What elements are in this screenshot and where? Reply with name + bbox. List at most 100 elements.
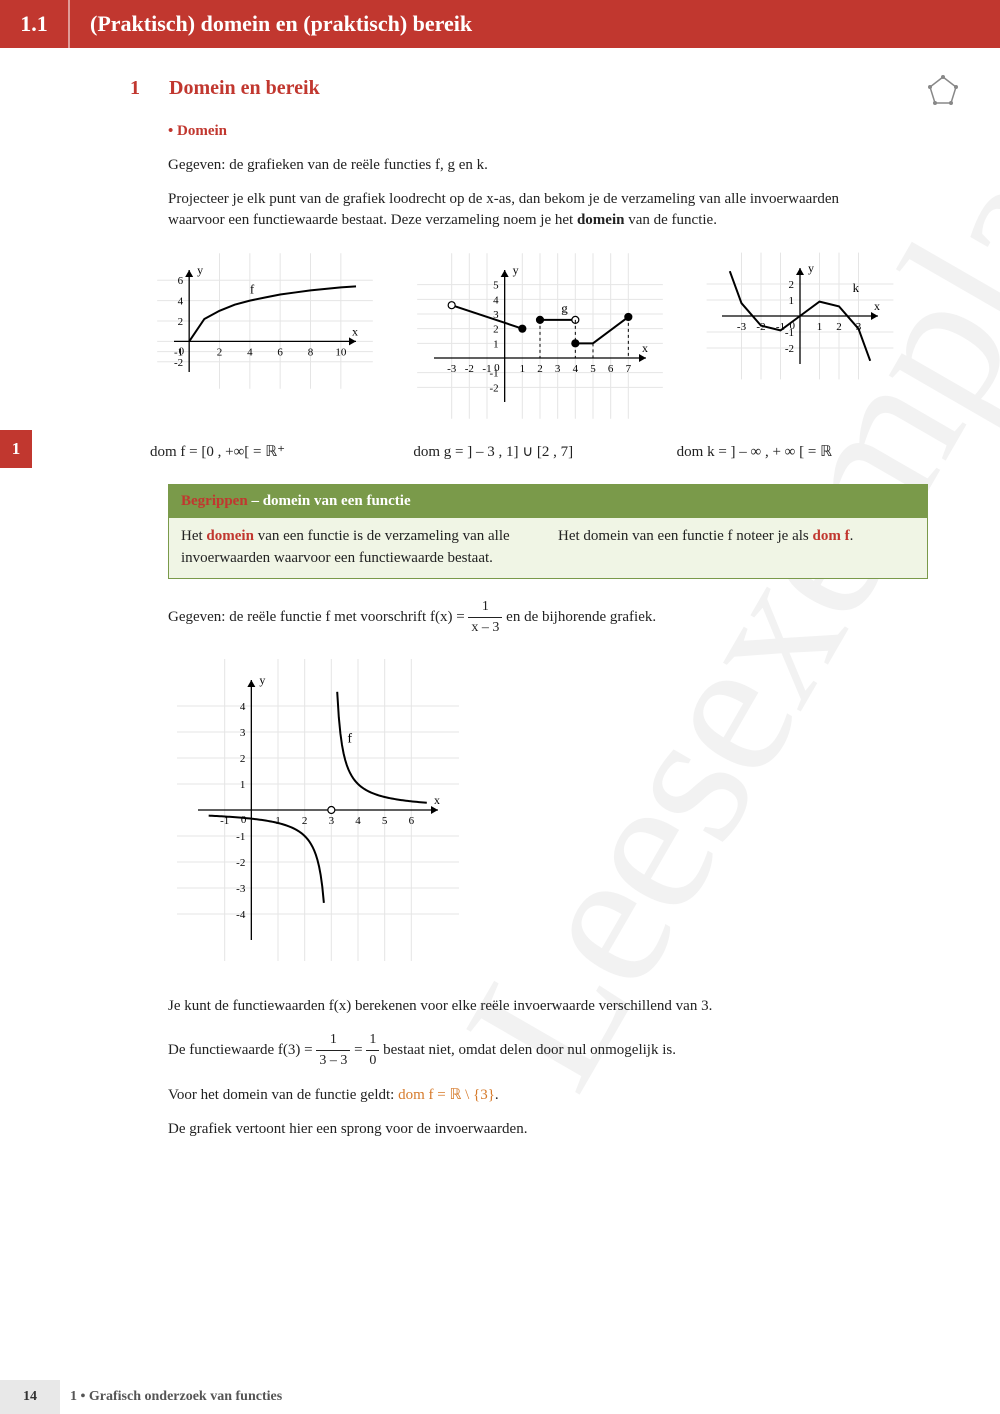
g2-post: en de bijhorende grafiek. — [506, 609, 656, 625]
svg-text:1: 1 — [520, 363, 526, 375]
svg-text:1: 1 — [817, 321, 823, 333]
svg-text:x: x — [352, 324, 358, 338]
svg-text:1: 1 — [240, 779, 246, 791]
svg-text:1: 1 — [275, 815, 281, 827]
svg-text:2: 2 — [302, 815, 308, 827]
svg-text:y: y — [259, 673, 265, 687]
concept-head-red: Begrippen — [181, 493, 248, 509]
svg-text:2: 2 — [178, 316, 184, 328]
svg-text:x: x — [434, 793, 440, 807]
svg-text:0: 0 — [179, 345, 185, 357]
svg-text:k: k — [853, 280, 860, 295]
a2-mid: = — [354, 1042, 366, 1058]
chart-k: -3-2-1123-2-1120yxk — [700, 246, 900, 434]
bullet-domein: Domein — [168, 121, 940, 143]
after-para-2: De functiewaarde f(3) = 1 3 – 3 = 1 0 be… — [168, 1030, 888, 1072]
fraction-1-over-3-3: 1 3 – 3 — [316, 1030, 350, 1072]
svg-text:x: x — [874, 299, 880, 313]
svg-text:-4: -4 — [236, 909, 246, 921]
svg-text:2: 2 — [493, 324, 499, 336]
svg-text:5: 5 — [382, 815, 388, 827]
svg-text:1: 1 — [789, 295, 795, 307]
chapter-header: 1.1 (Praktisch) domein en (praktisch) be… — [0, 0, 1000, 48]
chart-captions: dom f = [0 , +∞[ = ℝ⁺ dom g = ] – 3 , 1]… — [150, 442, 940, 464]
cl-hl: domein — [206, 528, 254, 544]
concept-head-rest: – domein van een functie — [248, 493, 411, 509]
chart-hyperbola: -1123456-4-3-2-112340yxf — [168, 650, 940, 978]
svg-text:4: 4 — [247, 346, 253, 358]
f2d: 0 — [366, 1051, 379, 1071]
svg-text:f: f — [347, 732, 352, 747]
svg-text:5: 5 — [590, 363, 596, 375]
svg-text:3: 3 — [240, 727, 246, 739]
chapter-title: (Praktisch) domein en (praktisch) bereik — [70, 8, 472, 40]
svg-text:0: 0 — [494, 362, 500, 374]
page-content: 1 Domein en bereik Domein Gegeven: de gr… — [0, 48, 1000, 1141]
svg-text:f: f — [250, 281, 255, 296]
a3-pre: Voor het domein van de functie geldt: — [168, 1087, 398, 1103]
svg-text:-2: -2 — [785, 343, 794, 355]
svg-text:-3: -3 — [447, 363, 457, 375]
svg-text:-2: -2 — [489, 382, 498, 394]
a3-post: . — [495, 1087, 499, 1103]
caption-g: dom g = ] – 3 , 1] ∪ [2 , 7] — [413, 442, 676, 464]
frac-num: 1 — [468, 597, 502, 618]
intro-line: Gegeven: de grafieken van de reële funct… — [168, 155, 888, 177]
svg-text:g: g — [561, 301, 568, 316]
svg-text:-2: -2 — [236, 857, 245, 869]
svg-text:-1: -1 — [236, 831, 245, 843]
caption-f: dom f = [0 , +∞[ = ℝ⁺ — [150, 442, 413, 464]
subsection-title-text: Domein en bereik — [169, 77, 320, 99]
subsection-number: 1 — [130, 74, 164, 103]
after-para-3: Voor het domein van de functie geldt: do… — [168, 1085, 888, 1107]
concept-body: Het domein van een functie is de verzame… — [169, 518, 927, 578]
charts-row-1: 246810-2-12460yxf -3-2-11234567-2-112345… — [150, 246, 940, 434]
svg-text:4: 4 — [240, 701, 246, 713]
svg-text:6: 6 — [608, 363, 614, 375]
after-para-1: Je kunt de functiewaarden f(x) berekenen… — [168, 996, 888, 1018]
f1n: 1 — [316, 1030, 350, 1051]
g2-pre: Gegeven: de reële functie f met voorschr… — [168, 609, 468, 625]
svg-text:5: 5 — [493, 280, 499, 292]
intro-paragraph: Projecteer je elk punt van de grafiek lo… — [168, 189, 888, 233]
a3-hl: dom f = ℝ \ {3} — [398, 1087, 495, 1103]
given-2: Gegeven: de reële functie f met voorschr… — [168, 597, 888, 639]
f2n: 1 — [366, 1030, 379, 1051]
svg-text:6: 6 — [178, 275, 184, 287]
svg-text:3: 3 — [555, 363, 561, 375]
cl-pre: Het — [181, 528, 206, 544]
svg-text:y: y — [197, 263, 203, 277]
svg-text:2: 2 — [789, 279, 795, 291]
intro-tail: van de functie. — [624, 212, 716, 228]
svg-text:6: 6 — [277, 346, 283, 358]
svg-text:2: 2 — [240, 753, 246, 765]
concept-right: Het domein van een functie f noteer je a… — [558, 526, 915, 570]
subsection-title: 1 Domein en bereik — [130, 74, 940, 103]
svg-text:10: 10 — [335, 346, 347, 358]
fraction-1-over-0: 1 0 — [366, 1030, 379, 1072]
svg-text:7: 7 — [626, 363, 632, 375]
svg-text:4: 4 — [573, 363, 579, 375]
cr-pre: Het domein van een functie f noteer je a… — [558, 528, 812, 544]
chart-g: -3-2-11234567-2-1123450yxg — [410, 246, 670, 434]
cr-hl: dom f — [812, 528, 849, 544]
svg-text:4: 4 — [493, 294, 499, 306]
intro-pre: Projecteer je elk punt van de grafiek lo… — [168, 191, 839, 229]
svg-text:y: y — [513, 263, 519, 277]
svg-text:3: 3 — [329, 815, 335, 827]
svg-text:0: 0 — [241, 814, 247, 826]
svg-text:x: x — [642, 341, 648, 355]
a2-post: bestaat niet, omdat delen door nul onmog… — [383, 1042, 676, 1058]
a2-pre: De functiewaarde f(3) = — [168, 1042, 316, 1058]
page-number: 14 — [0, 1380, 60, 1414]
chart-f: 246810-2-12460yxf — [150, 246, 380, 434]
cr-post: . — [850, 528, 854, 544]
svg-text:6: 6 — [409, 815, 415, 827]
concept-left: Het domein van een functie is de verzame… — [181, 526, 538, 570]
fraction-1-over-x-3: 1 x – 3 — [468, 597, 502, 639]
bullet-text: Domein — [177, 123, 227, 139]
after-para-4: De grafiek vertoont hier een sprong voor… — [168, 1119, 888, 1141]
concept-box: Begrippen – domein van een functie Het d… — [168, 484, 928, 579]
concept-header: Begrippen – domein van een functie — [169, 485, 927, 519]
svg-text:-3: -3 — [236, 883, 246, 895]
